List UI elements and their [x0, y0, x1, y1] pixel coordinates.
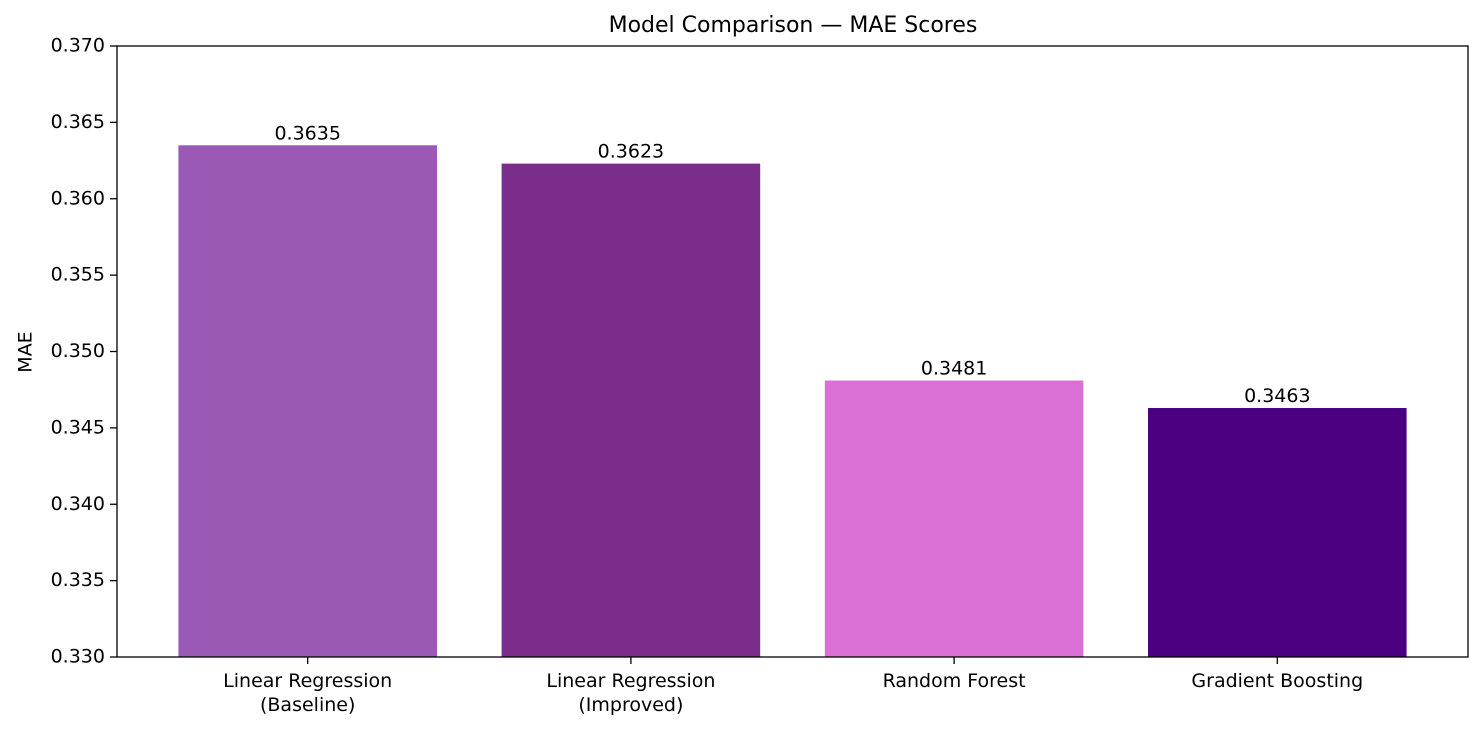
y-tick-label: 0.365 — [51, 111, 105, 133]
y-tick-label: 0.370 — [51, 35, 105, 57]
chart-title: Model Comparison — MAE Scores — [609, 13, 978, 38]
y-tick-label: 0.355 — [51, 264, 105, 286]
y-tick-label: 0.340 — [51, 493, 105, 515]
value-label: 0.3623 — [598, 141, 664, 163]
bar — [178, 145, 437, 657]
y-tick-label: 0.360 — [51, 187, 105, 209]
bar — [824, 380, 1084, 657]
x-tick-label: Linear Regression (Baseline) — [223, 670, 393, 716]
y-tick-label: 0.330 — [51, 646, 105, 668]
value-label: 0.3481 — [921, 358, 987, 380]
plot-frame — [116, 45, 1469, 658]
value-label: 0.3463 — [1244, 385, 1310, 407]
y-tick-label: 0.350 — [51, 340, 105, 362]
x-tick-label: Linear Regression (Improved) — [546, 670, 716, 716]
bar — [1148, 408, 1407, 657]
bar — [501, 163, 761, 657]
y-tick-label: 0.345 — [51, 416, 105, 438]
value-label: 0.3635 — [274, 122, 340, 144]
x-tick-label: Random Forest — [882, 670, 1026, 692]
y-tick-label: 0.335 — [51, 569, 105, 591]
x-tick-label: Gradient Boosting — [1191, 670, 1364, 692]
y-axis-label: MAE — [15, 331, 37, 372]
